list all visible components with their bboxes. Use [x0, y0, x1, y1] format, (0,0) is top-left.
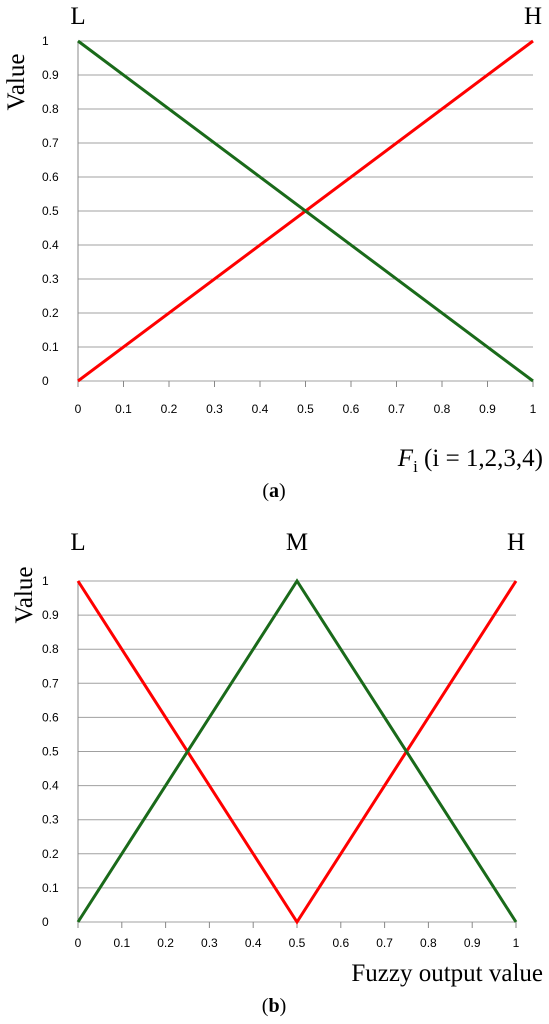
x-tick-label: 0 [75, 936, 82, 950]
x-tick-label: 0.6 [332, 936, 349, 950]
y-tick-label: 0.3 [42, 813, 59, 827]
membership-label-l: L [70, 3, 85, 30]
x-axis-label: Fuzzy output value [351, 960, 543, 987]
y-tick-label: 0.8 [42, 642, 59, 656]
y-tick-label: 0.7 [42, 676, 59, 690]
y-tick-label: 0 [42, 915, 49, 929]
y-axis-label: Value [3, 54, 30, 111]
x-tick-label: 0.3 [206, 402, 223, 416]
x-tick-label: 0.7 [388, 402, 405, 416]
x-tick-label: 0.1 [113, 936, 130, 950]
x-tick-label: 0.9 [479, 402, 496, 416]
x-tick-label: 0.8 [434, 402, 451, 416]
x-tick-label: 0.8 [420, 936, 437, 950]
y-tick-label: 0.9 [42, 68, 59, 82]
x-tick-label: 1 [513, 936, 520, 950]
series-line-red [76, 580, 518, 925]
x-axis-label: Fi (i = 1,2,3,4) [397, 445, 543, 476]
x-tick-label: 0.4 [245, 936, 262, 950]
membership-label-m: M [286, 529, 308, 556]
x-tick-label: 0 [75, 402, 82, 416]
series-line-green [76, 578, 518, 923]
y-tick-label: 0.9 [42, 608, 59, 622]
y-tick-label: 0.8 [42, 102, 59, 116]
y-tick-label: 1 [42, 34, 49, 48]
y-tick-label: 0.3 [42, 272, 59, 286]
x-tick-label: 0.3 [201, 936, 218, 950]
chart-a: 0 0.1 0.2 0.3 0.4 0.5 0.6 0.7 0.8 0.9 1 0 0.1 0.2 0.3 0… [3, 3, 543, 502]
y-tick-label: 0 [42, 374, 49, 388]
y-tick-label: 1 [42, 574, 49, 588]
y-tick-label: 0.6 [42, 710, 59, 724]
y-tick-label: 0.1 [42, 340, 59, 354]
membership-label-h: H [507, 529, 525, 556]
y-tick-label: 0.6 [42, 170, 59, 184]
y-tick-label: 0.5 [42, 745, 59, 759]
y-tick-label: 0.5 [42, 204, 59, 218]
chart-b: 0 0.1 0.2 0.3 0.4 0.5 0.6 0.7 0.8 0.9 1 0 0.1 0.2 0.3 0… [11, 529, 543, 1017]
membership-label-h: H [524, 3, 542, 30]
x-tick-label: 0.4 [252, 402, 269, 416]
x-tick-label: 1 [530, 402, 537, 416]
membership-label-l: L [70, 529, 85, 556]
y-tick-label: 0.2 [42, 847, 59, 861]
x-tick-label: 0.5 [289, 936, 306, 950]
x-tick-label: 0.9 [464, 936, 481, 950]
y-tick-label: 0.7 [42, 136, 59, 150]
y-axis-label: Value [11, 567, 38, 624]
x-tick-label: 0.1 [115, 402, 132, 416]
x-tick-label: 0.5 [297, 402, 314, 416]
x-tick-label: 0.2 [157, 936, 174, 950]
figure-caption: (a) [262, 480, 285, 502]
series-line-green [77, 39, 534, 383]
y-tick-label: 0.1 [42, 881, 59, 895]
x-tick-label: 0.7 [376, 936, 393, 950]
y-tick-label: 0.2 [42, 306, 59, 320]
x-tick-label: 0.6 [343, 402, 360, 416]
y-tick-label: 0.4 [42, 238, 59, 252]
y-tick-label: 0.4 [42, 779, 59, 793]
figure-caption: (b) [262, 995, 286, 1017]
x-tick-label: 0.2 [161, 402, 178, 416]
